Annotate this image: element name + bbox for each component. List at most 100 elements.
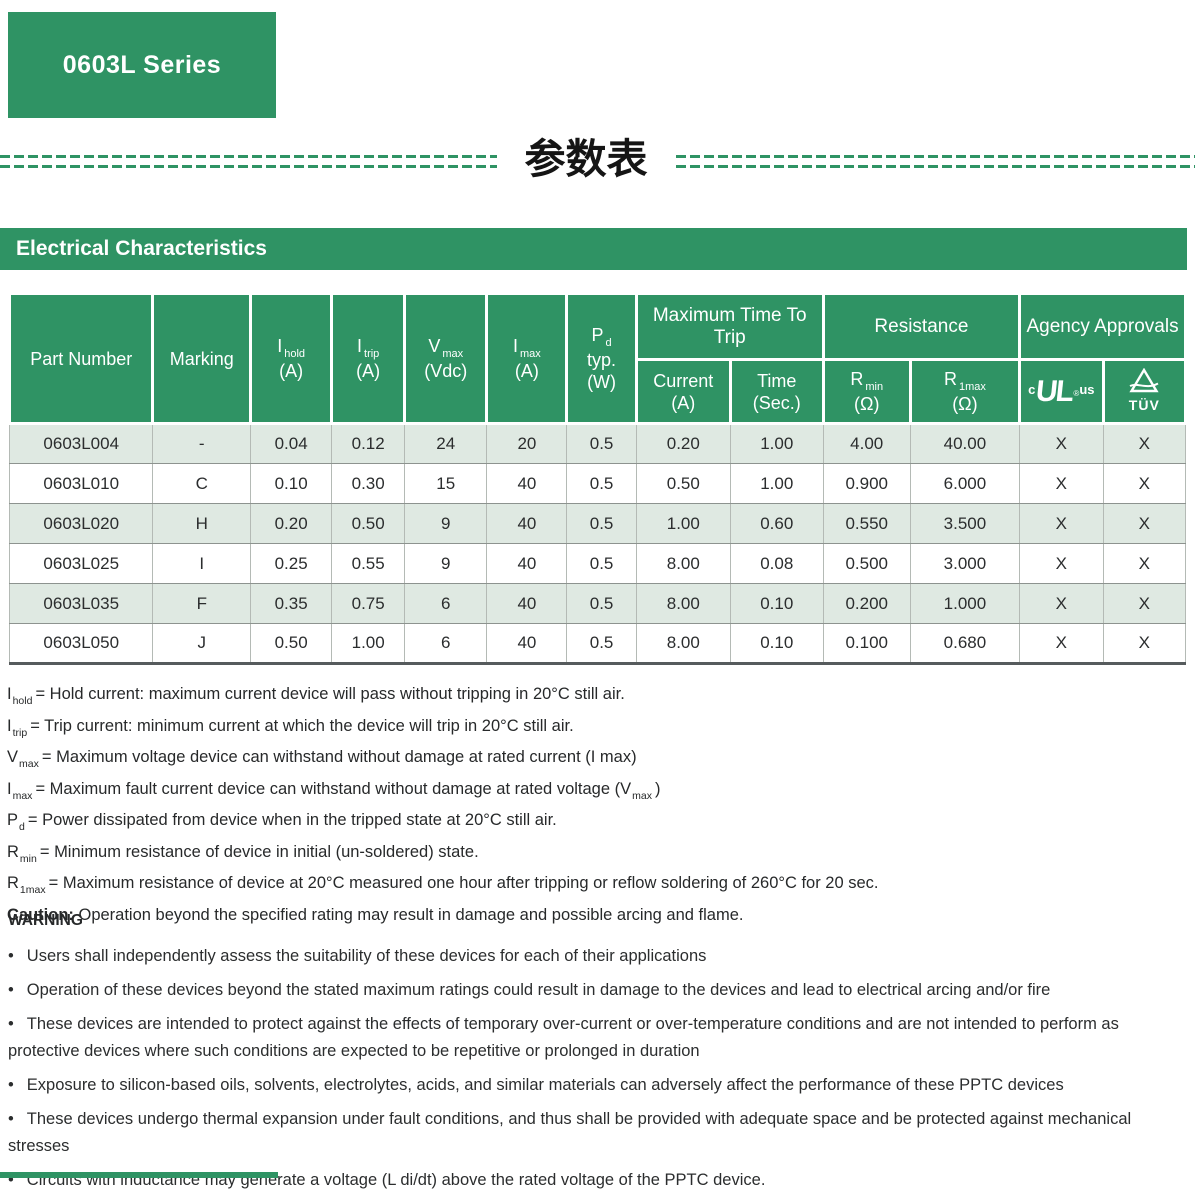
footnote-text: P [7,811,19,829]
dashed-rule-right-bottom [676,165,1195,168]
cell-tuv-approval: X [1102,583,1187,624]
cell-i-max: 20 [486,422,568,464]
cell-r-1max: 3.000 [909,543,1021,584]
footnote-subscript: max [19,758,39,770]
cell-p-d: 0.5 [566,543,637,584]
footnote-line: Itrip = Trip current: minimum current at … [7,712,1192,744]
warning-bullet: • These devices are intended to protect a… [8,1011,1190,1065]
cell-i-max: 40 [486,583,568,624]
footnotes-block: Ihold = Hold current: maximum current dev… [7,680,1192,930]
cell-i-hold: 0.04 [250,422,333,464]
page-title-cn: 参数表 [524,136,648,182]
cell-part-number: 0603L020 [8,503,154,544]
bullet-icon: • [8,1110,14,1128]
bullet-icon: • [8,1076,14,1094]
cell-marking: - [152,422,252,464]
cell-r-min: 0.500 [822,543,911,584]
cell-ul-approval: X [1019,543,1104,584]
warning-bullet-text: Users shall independently assess the sui… [26,947,707,965]
cULus-icon: c UL ® us [1023,375,1099,408]
table-row: 0603L010 C 0.10 0.30 15 40 0.5 0.50 1.00 0.900 6.0… [8,463,1187,504]
cell-ul-approval: X [1019,623,1104,665]
footnote-text: = Maximum resistance of device at 20°C m… [48,874,879,892]
table-row: 0603L050 J 0.50 1.00 6 40 0.5 8.00 0.10 0.100 0.68… [8,623,1187,665]
cell-i-trip: 0.75 [331,583,406,624]
series-badge-label: 0603L Series [62,50,222,79]
table-body: 0603L004-0.04 0.12 24 20 0.5 0.20 1.00 4.00 40.0… [8,422,1187,665]
footnote-text: = Hold current: maximum current device w… [35,685,625,703]
cell-i-hold: 0.10 [250,463,333,504]
warning-bullet: • These devices undergo thermal expansion… [8,1106,1190,1160]
warning-bullet: • Exposure to silicon-based oils, solvent… [8,1072,1190,1099]
bullet-icon: • [8,981,14,999]
cell-p-d: 0.5 [566,623,637,665]
unit-line: (A) [671,392,696,413]
symbol: I [357,336,363,356]
cell-i-hold: 0.20 [250,503,333,544]
unit-line: (Vdc) [424,361,468,381]
cell-i-max: 40 [486,543,568,584]
footnote-subscript: max [12,789,33,802]
cell-trip-current: 8.00 [635,583,731,624]
dashed-rule-left-bottom [0,165,497,168]
cell-tuv-approval: X [1102,623,1187,665]
group-header-2: Agency Approvals [1018,292,1187,361]
cell-r-min: 4.00 [822,422,911,464]
symbol-subscript: trip [364,348,380,360]
tuv-label: TÜV [1128,396,1160,413]
cell-r-1max: 0.680 [909,623,1021,665]
symbol: P [591,325,604,345]
warning-bullet-text: Operation of these devices beyond the st… [26,981,1051,999]
cell-trip-current: 8.00 [635,543,731,584]
cell-marking: C [152,463,252,504]
symbol-subscript: d [605,337,612,349]
footnote-line: R1max = Maximum resistance of device at 2… [7,869,1192,901]
cell-v-max: 9 [404,543,488,584]
cell-trip-time: 0.10 [729,583,824,624]
cell-p-d: 0.5 [566,422,637,464]
col-header-marking: Marking [151,292,253,425]
unit-line: (Ω) [854,394,880,414]
footnote-line: Imax = Maximum fault current device can w… [7,775,1192,807]
table-row: 0603L035 F 0.35 0.75 6 40 0.5 8.00 0.10 0.200 1.00… [8,583,1187,624]
cell-part-number: 0603L035 [8,583,154,624]
caution-text: Operation beyond the specified rating ma… [73,905,744,924]
symbol: R [850,369,864,389]
symbol: V [428,336,441,356]
cell-marking: J [152,623,252,665]
cell-i-hold: 0.25 [250,543,333,584]
section-header-bar: Electrical Characteristics [0,228,1187,270]
subheader-label: Time [757,370,797,391]
cell-r-min: 0.550 [822,503,911,544]
cell-p-d: 0.5 [566,463,637,504]
footnote-text: = Trip current: minimum current at which… [30,716,574,735]
subheader-1: Time (Sec.) [728,358,825,425]
footnote-subscript: 1max [19,884,46,896]
warning-bullet-text: These devices undergo thermal expansion … [8,1110,1132,1155]
cell-trip-current: 0.20 [635,422,731,464]
cell-ul-approval: X [1019,422,1104,464]
cell-i-max: 40 [486,463,568,504]
footnote-text: = Power dissipated from device when in t… [27,811,557,829]
registered-mark-icon: ® [1073,388,1080,398]
footnote-text: ) [654,779,661,798]
cell-ul-approval: X [1019,583,1104,624]
footnote-subscript: hold [12,695,33,707]
symbol-subscript: min [865,381,884,393]
ul-c-label: c [1028,381,1036,397]
warning-bullet-text: These devices are intended to protect ag… [8,1015,1119,1060]
symbol-mid: typ. [587,350,617,370]
cell-v-max: 6 [404,583,488,624]
cell-trip-time: 0.10 [729,623,824,665]
footnote-text: I [7,685,12,703]
table-row: 0603L020 H 0.20 0.50 9 40 0.5 1.00 0.60 0.550 3.50… [8,503,1187,544]
symbol-subscript: max [442,348,464,360]
cell-trip-time: 0.60 [729,503,824,544]
caution-label: Caution: [7,905,74,924]
